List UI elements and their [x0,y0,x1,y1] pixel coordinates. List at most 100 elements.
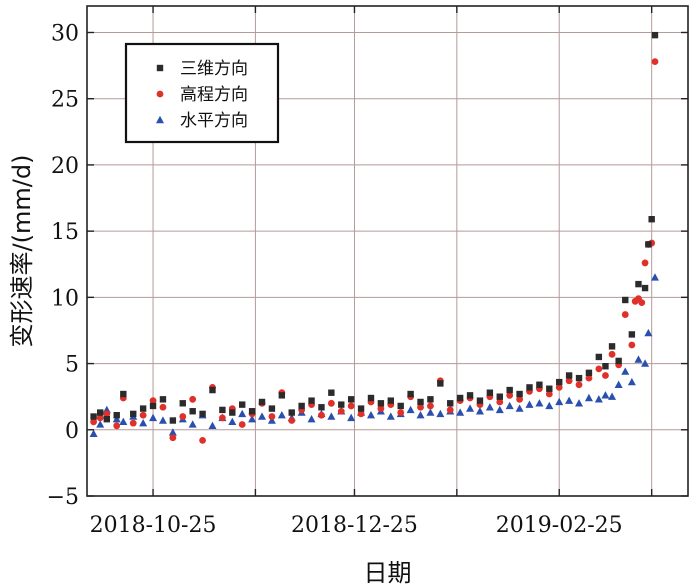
data-point-triangle [436,409,445,418]
data-point-triangle [158,416,167,424]
data-point-square [456,394,464,402]
data-point-circle [397,409,405,416]
data-point-circle [103,410,111,418]
data-point-circle [327,399,335,407]
data-point-triangle [366,411,375,419]
series-square [90,31,659,424]
data-point-circle [555,384,563,391]
data-point-triangle [565,396,574,404]
data-point-square [347,396,355,403]
data-point-square [268,405,276,412]
data-point-triangle [119,417,128,426]
data-point-square [608,343,616,350]
data-point-square [585,369,593,377]
data-point-circle [337,407,345,415]
data-point-square [466,392,474,399]
data-point-square [328,389,335,396]
data-point-circle [565,377,573,385]
legend-marker-circle [156,90,164,98]
data-point-circle [159,403,167,411]
data-point-circle [638,299,646,307]
y-tick-label: 10 [51,286,79,311]
legend-label: 三维方向 [180,59,248,79]
data-point-square [602,363,609,370]
data-point-triangle [277,411,286,419]
data-point-square [635,280,642,288]
data-point-square [556,378,563,386]
data-point-triangle [575,399,584,407]
data-point-triangle [139,418,148,427]
data-point-circle [288,417,296,424]
data-point-triangle [644,328,653,337]
data-point-square [486,389,494,396]
data-point-square [209,386,216,394]
data-point-square [628,331,636,338]
data-point-triangle [515,404,524,412]
data-point-triangle [168,428,177,436]
data-point-triangle [621,367,630,375]
data-point-square [159,396,167,403]
series-circle [90,58,659,444]
data-point-square [367,394,375,402]
y-tick-label: −5 [47,485,79,510]
data-point-square [338,401,345,408]
data-point-triangle [594,395,603,403]
data-point-circle [90,418,98,426]
legend-marker-triangle [156,115,164,124]
data-point-square [506,386,513,394]
data-point-square [565,372,573,379]
data-point-circle [169,434,177,442]
data-point-circle [149,397,157,405]
data-point-square [397,402,404,410]
data-point-triangle [248,414,257,423]
y-tick-label: 5 [65,353,79,378]
y-axis-title: 变形速率/(mm/d) [8,155,36,348]
data-point-square [546,385,553,392]
plot-frame [86,5,689,497]
data-point-circle [357,410,365,418]
data-point-circle [496,398,504,406]
data-point-triangle [258,412,267,420]
data-point-square [357,405,365,412]
data-point-square [120,390,127,398]
data-point-square [417,398,424,406]
data-point-circle [595,365,603,373]
x-tick-label: 2018-12-25 [291,513,418,538]
data-point-triangle [485,403,494,411]
data-point-circle [238,421,246,428]
x-tick-label: 2018-10-25 [90,513,217,538]
data-point-square [278,392,286,399]
data-point-circle [628,341,636,349]
data-point-circle [218,414,226,422]
data-point-square [219,406,226,414]
legend-label: 高程方向 [180,85,248,105]
data-point-square [575,374,583,382]
y-tick-label: 20 [51,154,79,179]
data-point-square [248,408,256,415]
x-axis-title: 日期 [364,559,412,587]
data-point-square [318,404,325,411]
data-point-square [427,396,434,403]
data-point-square [496,393,503,400]
data-point-triangle [188,420,197,428]
grid [87,6,688,497]
data-point-square [97,409,104,416]
data-point-square [130,410,137,418]
data-point-circle [651,58,659,66]
data-point-circle [608,350,616,358]
data-point-square [189,408,196,415]
data-point-triangle [386,412,395,420]
data-point-square [387,397,395,404]
data-point-triangle [650,273,659,281]
data-point-square [90,413,97,420]
data-point-circle [641,259,649,267]
data-point-square [239,401,246,408]
y-tick-label: 15 [51,220,79,245]
data-point-square [113,412,120,419]
x-tick-label: 2019-02-25 [496,513,623,538]
data-point-triangle [228,417,237,426]
data-point-triangle [601,391,610,399]
data-point-circle [377,405,385,412]
data-point-triangle [545,401,554,410]
data-point-triangle [466,404,475,412]
